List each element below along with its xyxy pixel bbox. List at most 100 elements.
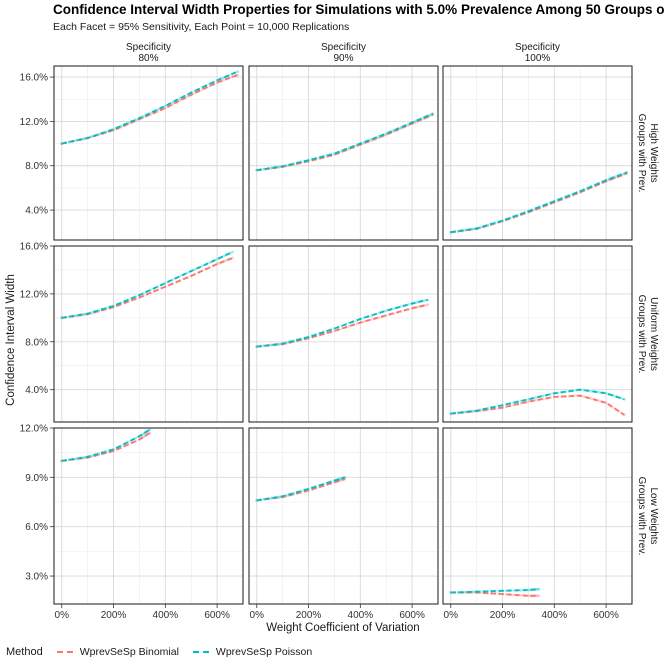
- panel-border: [53, 65, 244, 241]
- data-point: [512, 589, 516, 592]
- data-point: [338, 479, 342, 482]
- y-axis-title: Confidence Interval Width: [5, 274, 17, 406]
- panel-border: [248, 65, 439, 241]
- data-point: [597, 399, 601, 403]
- row-strip-label-line1: Groups with Prev.: [636, 295, 647, 374]
- data-point: [221, 76, 225, 80]
- data-point: [82, 455, 86, 459]
- data-point: [464, 410, 467, 414]
- data-point: [399, 125, 403, 129]
- y-tick-label: 16.0%: [20, 242, 48, 253]
- x-tick-label: 0%: [55, 610, 70, 621]
- data-point: [541, 394, 545, 398]
- y-tick-label: 9.0%: [25, 473, 48, 484]
- data-point: [534, 398, 538, 402]
- data-point: [222, 254, 226, 258]
- panel-background: [54, 66, 243, 240]
- data-point: [535, 587, 539, 591]
- data-point: [270, 166, 273, 170]
- column-strip-label-line1: Specificity: [126, 42, 171, 53]
- data-point: [413, 119, 417, 123]
- data-point: [284, 493, 288, 497]
- legend: Method WprevSeSp Binomial WprevSeSp Pois…: [6, 645, 324, 659]
- data-point: [527, 400, 530, 404]
- series-line: [61, 74, 239, 145]
- data-point: [392, 307, 396, 311]
- data-point: [347, 324, 351, 328]
- panel-background: [443, 246, 632, 422]
- facet-plot: Specificity80%Specificity90%Specificity1…: [5, 42, 659, 634]
- data-point: [149, 111, 152, 115]
- panel-border: [53, 245, 244, 423]
- row-strip-label-line2: High Weights: [648, 123, 659, 182]
- x-tick-label: 600%: [593, 610, 619, 621]
- data-point: [519, 401, 523, 405]
- data-point: [270, 497, 273, 500]
- row-strip-label-line1: Groups with Prev.: [636, 477, 647, 556]
- y-tick-label: 4.0%: [25, 385, 48, 396]
- panel-background: [249, 428, 438, 604]
- data-point: [163, 104, 167, 108]
- data-point: [134, 436, 138, 440]
- panel-background: [249, 66, 438, 240]
- y-tick-label: 3.0%: [25, 572, 48, 583]
- data-point: [224, 259, 228, 262]
- data-point: [200, 264, 204, 268]
- data-point: [384, 133, 388, 137]
- data-point: [338, 477, 342, 481]
- data-point: [620, 396, 624, 400]
- data-point: [277, 496, 281, 499]
- data-point: [277, 165, 281, 169]
- panel-border: [248, 245, 439, 423]
- column-strip-label-line2: 100%: [525, 53, 551, 64]
- panel-border: [442, 65, 633, 241]
- data-point: [428, 114, 432, 118]
- series-line: [450, 388, 625, 415]
- y-tick-label: 4.0%: [25, 206, 48, 217]
- x-tick-label: 200%: [490, 610, 516, 621]
- data-point: [89, 311, 93, 315]
- data-point: [186, 95, 189, 99]
- data-point: [89, 135, 93, 139]
- data-point: [156, 107, 160, 111]
- data-point: [97, 132, 101, 136]
- data-point: [215, 257, 219, 261]
- data-point: [471, 591, 475, 594]
- x-tick-label: 200%: [101, 610, 127, 621]
- panel-border: [442, 245, 633, 423]
- panel-background: [54, 428, 243, 604]
- data-point: [141, 114, 145, 118]
- data-point: [75, 314, 78, 318]
- data-point: [415, 301, 418, 304]
- data-point: [277, 342, 281, 346]
- data-point: [392, 129, 396, 132]
- series-line: [256, 303, 428, 348]
- data-point: [186, 271, 189, 275]
- data-point: [464, 590, 467, 594]
- data-point: [277, 495, 281, 499]
- data-point: [148, 428, 152, 432]
- data-point: [284, 164, 288, 168]
- data-point: [171, 278, 175, 282]
- data-point: [270, 343, 273, 347]
- legend-title: Method: [6, 646, 43, 658]
- y-tick-label: 12.0%: [20, 424, 48, 435]
- data-point: [478, 225, 482, 229]
- panel-background: [249, 246, 438, 422]
- data-point: [407, 123, 410, 127]
- data-point: [519, 588, 523, 592]
- data-point: [104, 130, 108, 134]
- data-point: [582, 395, 586, 399]
- data-point: [471, 409, 475, 413]
- data-point: [193, 91, 197, 95]
- data-point: [89, 135, 93, 139]
- legend-item-binomial: WprevSeSp Binomial: [55, 646, 179, 658]
- data-point: [82, 137, 86, 141]
- panel-background: [443, 66, 632, 240]
- column-strip-label-line1: Specificity: [515, 42, 560, 53]
- data-point: [575, 394, 578, 398]
- data-point: [171, 100, 175, 104]
- data-point: [370, 318, 373, 321]
- data-point: [142, 435, 146, 439]
- data-point: [178, 274, 182, 278]
